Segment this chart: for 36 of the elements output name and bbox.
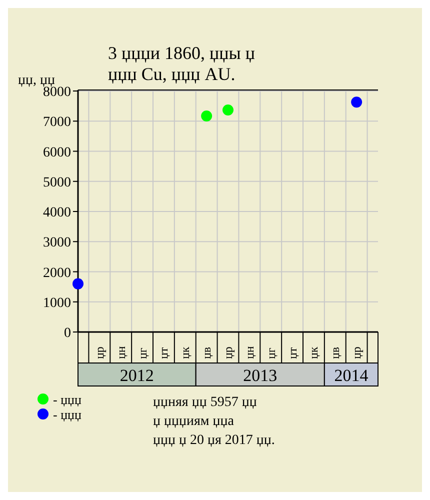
x-tick-label: џв (200, 346, 214, 359)
text: џџџ џ 20 џя 2017 џџ. (153, 433, 275, 448)
x-tick-label: џн (242, 346, 256, 359)
point (222, 104, 234, 116)
y-tick-label: 1000 (43, 296, 71, 311)
text: џџняя џџ 5957 џџ (153, 395, 258, 410)
x-tick-label: џг (264, 348, 278, 359)
point (351, 96, 362, 108)
text: 2013 (243, 366, 278, 385)
legend-label: - џџџ (53, 407, 82, 422)
x-tick-label: џн (114, 346, 128, 359)
y-tick-label: 0 (64, 326, 71, 341)
x-tick-label: џк (306, 346, 321, 359)
x-tick-label: џг (135, 348, 150, 359)
legend-label: - џџџ (53, 392, 82, 407)
x-tick-label: џк (178, 346, 192, 359)
y-axis-title: џџ, џџ (18, 73, 56, 88)
y-tick-label: 4000 (43, 206, 71, 220)
text: џ џџџиям џџа (153, 414, 235, 429)
y-tick-label: 5000 (43, 175, 71, 190)
x-tick-label: џр (92, 346, 106, 359)
point (201, 110, 212, 122)
y-tick-label: 7000 (43, 115, 71, 130)
y-tick-label: 2000 (43, 266, 71, 281)
y-tick-label: 6000 (43, 145, 71, 160)
y-tick-label: 3000 (43, 236, 71, 251)
chart-title: 3 џџџи 1860, џџы џ џџџ Cu, џџџ AU. (108, 43, 256, 84)
x-tick-label: џт (156, 346, 171, 359)
x-tick-label: џр (221, 346, 235, 359)
x-tick-label: џр (350, 346, 364, 359)
x-tick-label: џт (285, 346, 300, 359)
y-tick-label: 8000 (43, 85, 71, 100)
text: 2014 (334, 366, 369, 385)
point (72, 278, 84, 290)
x-tick-label: џв (328, 346, 342, 359)
text: 2012 (120, 366, 154, 385)
